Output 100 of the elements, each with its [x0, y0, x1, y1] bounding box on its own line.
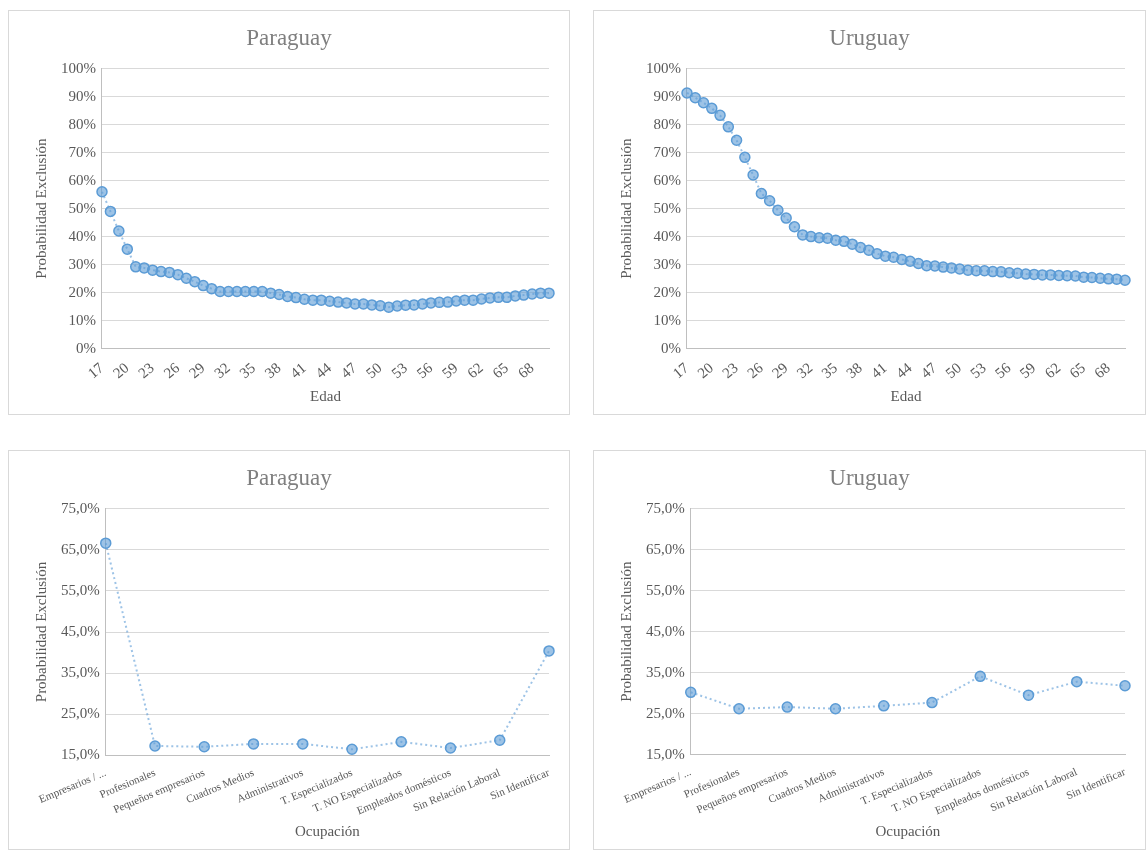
y-axis-title: Probabilidad Exclusión [617, 137, 634, 279]
point [247, 738, 260, 750]
y-tick-label: 20% [653, 283, 681, 300]
y-tick-label: 15,0% [646, 745, 685, 762]
point [121, 243, 134, 255]
x-tick-label: 53 [388, 359, 411, 382]
chart-title: Paraguay [246, 24, 333, 50]
y-tick-label: 35,0% [646, 663, 685, 680]
x-tick-label: 23 [135, 359, 158, 382]
point [346, 743, 358, 755]
point [714, 109, 726, 122]
x-tick-label: 68 [514, 359, 537, 382]
y-tick-label: 30% [653, 255, 681, 272]
x-tick-label: 32 [793, 359, 816, 382]
y-tick-label: 65,0% [646, 540, 685, 557]
x-tick-label: 26 [160, 359, 183, 382]
point [96, 186, 108, 198]
point [697, 97, 710, 109]
point [395, 736, 407, 748]
x-tick-label: 44 [312, 359, 335, 382]
x-tick-label: 59 [1016, 359, 1039, 382]
x-tick-label: 38 [843, 359, 865, 382]
y-tick-label: 30% [68, 255, 96, 272]
x-tick-label: 47 [917, 359, 940, 382]
x-tick-label: 50 [363, 359, 385, 382]
x-tick-label: 56 [413, 359, 436, 382]
y-axis-title: Probabilidad Exclusión [32, 561, 49, 703]
y-tick-label: 65,0% [61, 540, 100, 557]
point [739, 151, 751, 164]
y-axis-title: Probabilidad Exclusión [32, 137, 49, 279]
x-tick-label: 38 [261, 359, 284, 382]
point [730, 134, 743, 147]
point [829, 702, 842, 715]
x-tick-label: 35 [818, 359, 841, 382]
x-axis-title: Ocupación [294, 822, 361, 839]
point [722, 121, 735, 133]
y-tick-label: 35,0% [61, 664, 100, 681]
y-tick-label: 75,0% [646, 499, 685, 516]
point [763, 195, 776, 207]
x-tick-label: 56 [991, 359, 1015, 382]
point [974, 670, 986, 683]
point [1119, 274, 1131, 287]
x-tick-label: 65 [489, 359, 512, 382]
x-axis-title: Edad [310, 387, 342, 404]
point [494, 734, 506, 746]
chart-title: Uruguay [829, 24, 911, 50]
point [926, 696, 938, 709]
point [189, 275, 201, 288]
y-tick-label: 40% [68, 227, 96, 244]
y-tick-label: 80% [68, 115, 96, 132]
x-tick-label: 29 [185, 359, 208, 382]
point [543, 287, 555, 299]
x-axis-title: Ocupación [875, 822, 941, 839]
point [297, 738, 309, 750]
point [781, 701, 793, 713]
x-tick-label: 23 [719, 359, 742, 382]
point [685, 686, 697, 699]
y-tick-label: 55,0% [646, 581, 685, 598]
point [878, 700, 890, 712]
point [788, 221, 801, 233]
point [689, 91, 702, 104]
y-tick-label: 60% [68, 171, 96, 188]
point [1022, 689, 1035, 701]
y-tick-label: 75,0% [61, 499, 100, 516]
point [772, 204, 784, 217]
y-tick-label: 90% [653, 87, 681, 104]
point [733, 702, 745, 715]
point [780, 212, 792, 224]
x-tick-label: 20 [109, 359, 132, 382]
x-tick-label: 44 [892, 359, 915, 382]
y-tick-label: 80% [653, 115, 681, 132]
y-tick-label: 0% [76, 339, 96, 356]
point [747, 169, 759, 181]
x-tick-label: 62 [464, 359, 486, 382]
y-tick-label: 50% [68, 199, 96, 216]
point [543, 645, 555, 657]
x-tick-label: 53 [967, 359, 989, 382]
y-tick-label: 10% [68, 311, 96, 328]
y-tick-label: 15,0% [61, 746, 100, 763]
x-tick-label: 62 [1041, 359, 1064, 382]
x-tick-label: 20 [694, 359, 717, 382]
point [706, 102, 718, 115]
y-tick-label: 20% [68, 283, 96, 300]
chart-title: Uruguay [829, 464, 911, 490]
x-tick-label: 32 [211, 359, 233, 382]
point [100, 537, 112, 549]
x-tick-label: 17 [84, 359, 107, 382]
point [444, 742, 457, 754]
x-tick-label: 68 [1091, 359, 1113, 382]
y-tick-label: 40% [653, 227, 681, 244]
y-tick-label: 0% [661, 339, 681, 356]
y-tick-label: 45,0% [61, 622, 100, 639]
x-tick-label: 59 [438, 359, 461, 382]
y-tick-label: 60% [653, 171, 681, 188]
x-tick-label: 65 [1066, 359, 1089, 382]
y-tick-label: 100% [646, 59, 681, 76]
x-tick-label: 17 [669, 359, 692, 382]
y-tick-label: 100% [61, 59, 96, 76]
x-tick-label: 41 [868, 359, 890, 382]
point [681, 87, 693, 99]
